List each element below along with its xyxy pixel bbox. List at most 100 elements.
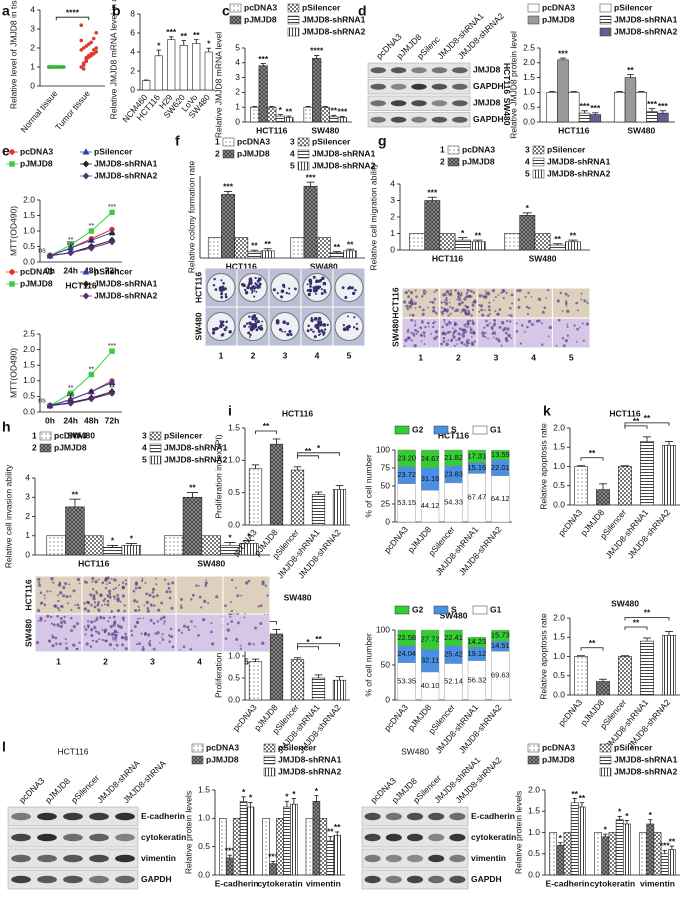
- colony: [282, 320, 286, 324]
- y-tick-label: 1: [235, 101, 240, 111]
- x-tick-label: SW480: [197, 558, 225, 568]
- significance: *: [279, 105, 283, 115]
- bar: [329, 116, 339, 123]
- cell: [142, 617, 145, 620]
- cell: [452, 334, 455, 337]
- colony: [352, 291, 356, 295]
- y-tick-label: 1.0: [528, 827, 540, 837]
- colony: [224, 295, 228, 299]
- significance: **: [89, 366, 95, 373]
- cell: [485, 319, 488, 323]
- cell: [111, 636, 114, 639]
- cell: [585, 322, 590, 326]
- cell: [537, 297, 542, 302]
- cell: [408, 302, 410, 305]
- y-tick-label: 0.0: [198, 869, 210, 879]
- bar: [640, 441, 654, 506]
- cell: [68, 583, 71, 586]
- cell: [507, 314, 510, 317]
- cell: [481, 331, 485, 335]
- significance: *: [130, 534, 134, 544]
- cell: [494, 333, 497, 335]
- cell: [104, 603, 106, 606]
- legend-swatch: [287, 3, 300, 13]
- cell: [443, 309, 446, 313]
- x-tick-label: 48h: [84, 265, 99, 275]
- cell: [500, 344, 503, 347]
- blot-band: [364, 875, 381, 884]
- cell: [163, 578, 167, 581]
- significance: **: [570, 230, 577, 240]
- cell: [419, 326, 423, 330]
- legend-number: 4: [290, 148, 295, 158]
- chart-title: HCT116: [609, 408, 640, 418]
- cell: [526, 313, 530, 316]
- blot-band: [449, 875, 466, 884]
- legend-swatch: [394, 425, 410, 435]
- bar: [332, 679, 347, 701]
- significance: *: [285, 792, 289, 802]
- bar: [142, 80, 151, 91]
- legend-label: pJMJD8: [20, 158, 53, 168]
- image-label: 3: [494, 352, 499, 362]
- cell: [404, 291, 408, 295]
- cell: [422, 331, 426, 335]
- colony: [220, 292, 223, 296]
- cell: [204, 584, 208, 587]
- marker: [87, 236, 95, 243]
- colony: [284, 330, 287, 333]
- colony: [318, 279, 322, 283]
- bar: [269, 633, 284, 701]
- cell: [144, 632, 148, 636]
- cell: [487, 292, 491, 296]
- cell: [502, 296, 505, 300]
- legend-label: JMJD8-shRNA2: [614, 766, 678, 776]
- cell: [39, 591, 43, 595]
- legend-label: pSilencer: [614, 2, 653, 12]
- colony: [222, 281, 225, 285]
- cell: [247, 579, 251, 583]
- cell: [448, 320, 451, 323]
- cell: [531, 323, 534, 326]
- colony: [220, 322, 224, 326]
- significance: **: [109, 384, 115, 391]
- cell: [547, 288, 550, 292]
- cell: [545, 297, 548, 299]
- image-label: 2: [103, 656, 108, 666]
- cell: [465, 344, 469, 347]
- bracket: [624, 617, 670, 621]
- y-tick-label: 1.0: [553, 651, 565, 661]
- cell: [133, 599, 137, 603]
- cell: [409, 314, 412, 317]
- significance: *: [90, 390, 93, 397]
- x-tick-label: E-cadherin: [215, 878, 259, 888]
- cell: [264, 584, 267, 588]
- point: [86, 42, 91, 46]
- cell: [460, 291, 463, 294]
- blot-band: [89, 875, 109, 884]
- cell: [454, 288, 457, 292]
- cell: [103, 631, 106, 634]
- legend-label: pcDNA3: [542, 742, 575, 752]
- colony: [307, 292, 312, 297]
- cell: [412, 334, 416, 337]
- cell: [491, 332, 494, 335]
- cell: [78, 641, 81, 644]
- blot-band: [452, 67, 468, 74]
- legend-label: pcDNA3: [542, 2, 575, 12]
- bar-segment: [491, 450, 510, 461]
- cell: [240, 594, 243, 597]
- bar: [613, 92, 626, 123]
- cell: [168, 640, 171, 643]
- cell: [443, 332, 447, 336]
- blot-band: [115, 875, 135, 884]
- cell: [445, 310, 449, 313]
- colony: [310, 318, 314, 323]
- cell: [186, 625, 190, 629]
- cell: [455, 339, 458, 342]
- cell: [434, 320, 436, 323]
- marker: [88, 395, 95, 403]
- cell: [235, 637, 239, 641]
- cell: [445, 296, 448, 299]
- cell: [106, 594, 109, 597]
